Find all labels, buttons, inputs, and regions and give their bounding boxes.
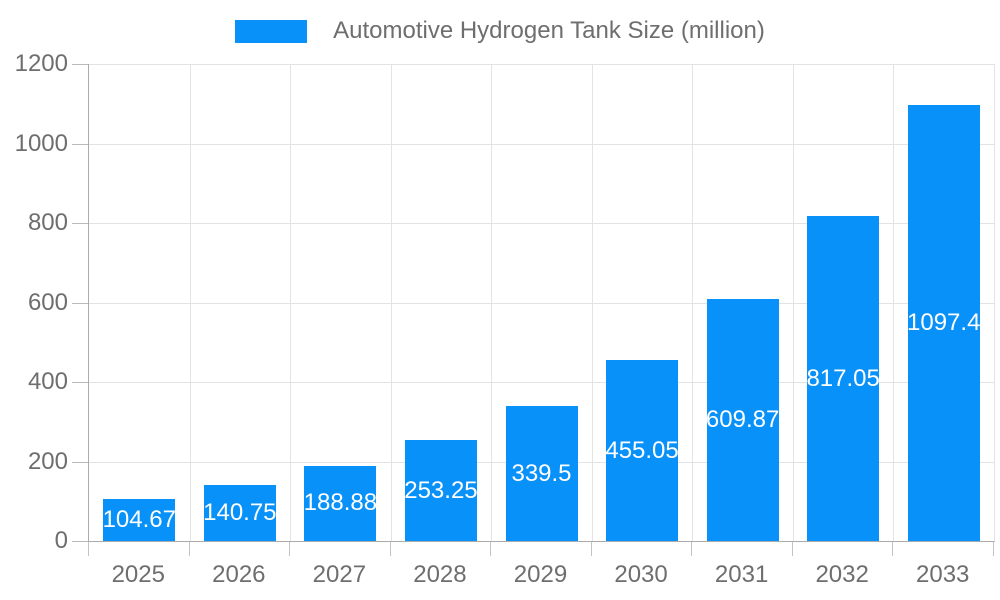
y-axis-tick-label: 0 bbox=[54, 527, 68, 554]
bar bbox=[203, 485, 276, 541]
bar bbox=[706, 298, 779, 541]
legend-label: Automotive Hydrogen Tank Size (million) bbox=[333, 17, 765, 44]
bar bbox=[606, 360, 679, 541]
legend-swatch-icon bbox=[235, 19, 308, 43]
bar bbox=[404, 440, 477, 541]
x-axis-tick bbox=[490, 542, 492, 556]
x-axis-tick-label: 2027 bbox=[312, 561, 367, 588]
y-axis-tick bbox=[72, 382, 88, 383]
x-axis-tick bbox=[993, 542, 994, 556]
x-axis-tick bbox=[88, 542, 89, 556]
y-axis-tick bbox=[72, 461, 88, 463]
x-axis-tick bbox=[389, 542, 391, 556]
y-axis-tick-label: 800 bbox=[27, 209, 68, 236]
v-gridline bbox=[692, 64, 694, 541]
x-axis-tick-label: 2026 bbox=[212, 561, 266, 588]
x-axis-tick bbox=[590, 542, 592, 556]
y-axis-tick-label: 400 bbox=[27, 368, 68, 395]
x-axis-tick bbox=[188, 542, 190, 556]
x-axis-tick-label: 2029 bbox=[513, 561, 568, 588]
bar bbox=[907, 104, 980, 541]
v-gridline bbox=[893, 64, 895, 541]
y-axis-tick-label: 1000 bbox=[14, 129, 68, 157]
y-axis-tick bbox=[72, 541, 88, 542]
x-axis-tick-label: 2032 bbox=[815, 561, 869, 588]
v-gridline bbox=[491, 64, 493, 541]
bar bbox=[505, 406, 578, 541]
bar bbox=[807, 216, 880, 541]
x-axis-tick bbox=[791, 542, 793, 556]
bar bbox=[304, 465, 377, 541]
h-gridline bbox=[89, 64, 994, 65]
h-gridline bbox=[89, 382, 994, 383]
y-axis-tick bbox=[72, 302, 88, 304]
x-axis-tick-label: 2025 bbox=[111, 561, 165, 588]
x-axis-tick-label: 2030 bbox=[614, 561, 668, 588]
legend[interactable]: Automotive Hydrogen Tank Size (million) bbox=[0, 17, 1000, 45]
v-gridline bbox=[189, 64, 191, 541]
v-gridline bbox=[390, 64, 392, 541]
h-gridline bbox=[89, 143, 994, 145]
x-axis-tick bbox=[691, 542, 693, 556]
y-axis-tick-label: 600 bbox=[27, 288, 68, 316]
x-axis-tick bbox=[289, 542, 291, 556]
y-axis-tick bbox=[72, 223, 88, 224]
bar bbox=[103, 499, 176, 541]
h-gridline bbox=[89, 223, 994, 224]
y-axis-tick-label: 1200 bbox=[14, 50, 68, 77]
v-gridline bbox=[591, 64, 593, 541]
h-gridline bbox=[89, 302, 994, 304]
y-axis-tick bbox=[72, 143, 88, 145]
x-axis-tick-label: 2033 bbox=[916, 561, 970, 588]
x-axis-tick-label: 2028 bbox=[413, 561, 467, 588]
v-gridline bbox=[792, 64, 794, 541]
y-axis-tick bbox=[72, 64, 88, 65]
plot-area: 104.67 140.75 188.88 253.25 339.5 455.05 609.8… bbox=[88, 64, 995, 542]
x-axis-tick-label: 2031 bbox=[714, 561, 769, 588]
x-axis-tick bbox=[892, 542, 894, 556]
y-axis-tick-label: 200 bbox=[27, 447, 68, 475]
v-gridline bbox=[290, 64, 292, 541]
